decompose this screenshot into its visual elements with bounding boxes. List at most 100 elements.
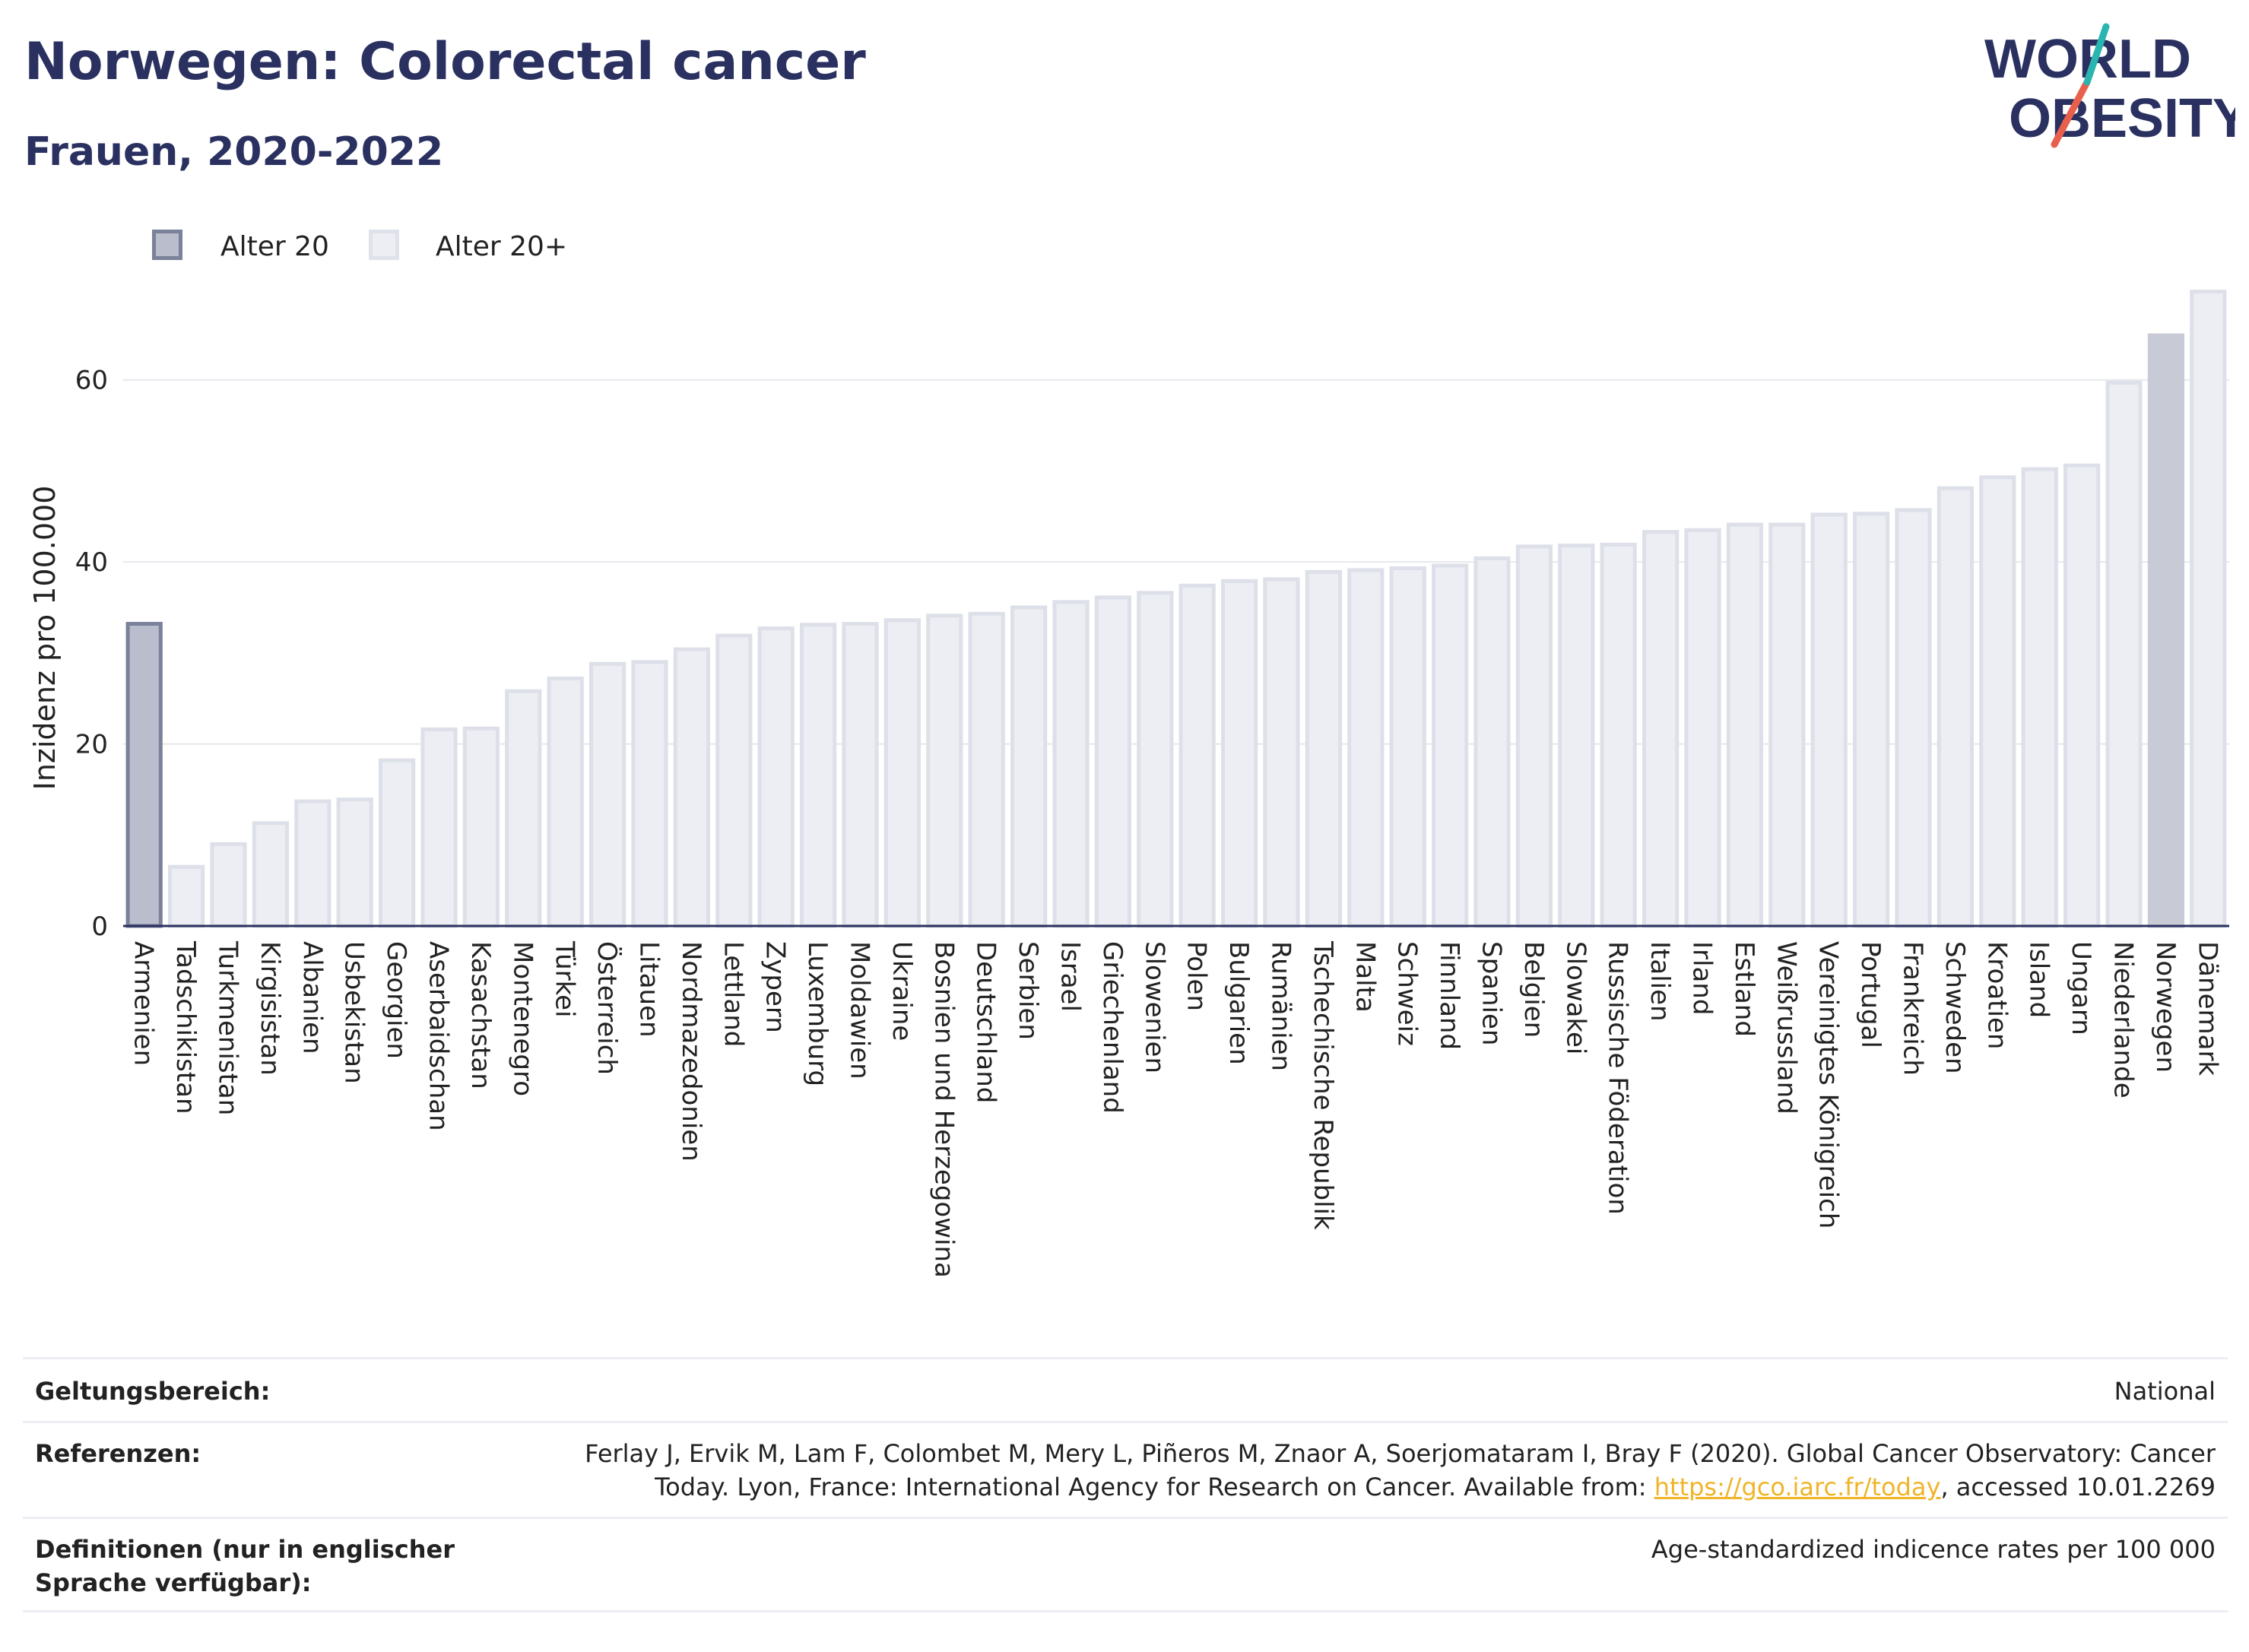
bar bbox=[210, 842, 247, 928]
bar bbox=[420, 727, 458, 928]
bar bbox=[1852, 512, 1890, 928]
y-tick-label: 60 bbox=[75, 366, 108, 396]
bar bbox=[252, 821, 290, 928]
x-tick-label: Italien bbox=[1645, 941, 1675, 1022]
bar bbox=[1937, 486, 1975, 928]
bar bbox=[1094, 595, 1132, 928]
legend-label: Alter 20 bbox=[220, 231, 329, 262]
reference-link[interactable]: https://gco.iarc.fr/today bbox=[1654, 1473, 1941, 1501]
info-value: National bbox=[2114, 1377, 2216, 1406]
y-axis-title: Inzidenz pro 100.000 bbox=[28, 486, 62, 791]
x-tick-label: Griechenland bbox=[1097, 941, 1128, 1114]
x-tick-label: Litauen bbox=[634, 941, 665, 1038]
x-tick-label: Zypern bbox=[760, 941, 791, 1033]
legend-item-alter-20[interactable]: Alter 20 bbox=[152, 228, 350, 266]
info-key: Referenzen: bbox=[35, 1439, 201, 1468]
bar-chart: 0 20 40 60 Inzidenz pro 100.000 Armenien Tadsc… bbox=[28, 290, 2229, 1278]
x-tick-label: Russische Föderation bbox=[1603, 941, 1633, 1215]
x-tick-label: Moldawien bbox=[845, 941, 875, 1080]
info-value: Age-standardized indicence rates per 100… bbox=[1651, 1535, 2216, 1564]
y-tick-label: 20 bbox=[75, 730, 108, 760]
bar bbox=[505, 689, 542, 928]
x-tick-label: Serbien bbox=[1013, 941, 1043, 1040]
x-tick-label: Dänemark bbox=[2192, 941, 2222, 1076]
bar bbox=[2190, 290, 2227, 928]
x-tick-label: Aserbaidschan bbox=[423, 941, 454, 1131]
y-tick-label: 0 bbox=[91, 912, 108, 942]
legend-swatch-alter-20-plus bbox=[369, 230, 399, 260]
x-tick-label: Portugal bbox=[1855, 941, 1886, 1048]
x-tick-label: Türkei bbox=[550, 940, 580, 1017]
bar bbox=[294, 799, 331, 928]
bar bbox=[336, 797, 373, 928]
x-tick-label: Bulgarien bbox=[1223, 941, 1254, 1065]
info-key: Definitionen (nur in englischer Sprache … bbox=[35, 1535, 455, 1597]
bar bbox=[125, 622, 163, 928]
bar bbox=[167, 864, 205, 928]
bar bbox=[968, 611, 1005, 928]
reference-text: Today. Lyon, France: International Agenc… bbox=[655, 1473, 1654, 1501]
bar bbox=[1305, 569, 1343, 928]
x-tick-label: Rumänien bbox=[1266, 941, 1296, 1071]
bar bbox=[1347, 568, 1385, 928]
page-subtitle: Frauen, 2020-2022 bbox=[24, 129, 444, 175]
bar bbox=[1389, 566, 1426, 928]
bar bbox=[883, 618, 921, 928]
reference-line-2: Today. Lyon, France: International Agenc… bbox=[581, 1470, 2216, 1504]
info-row-scope: Geltungsbereich: National bbox=[23, 1357, 2228, 1421]
bar bbox=[1979, 475, 2016, 928]
bar bbox=[1431, 563, 1469, 928]
x-tick-label: Schweiz bbox=[1392, 941, 1423, 1046]
bar bbox=[1137, 591, 1174, 928]
x-tick-label: Kirgisistan bbox=[255, 941, 285, 1076]
bar bbox=[2105, 380, 2143, 928]
x-tick-label: Kasachstan bbox=[465, 941, 496, 1089]
x-tick-label: Österreich bbox=[592, 941, 623, 1075]
bar bbox=[462, 726, 500, 928]
bar bbox=[2063, 463, 2101, 928]
x-tick-label: Norwegen bbox=[2150, 941, 2181, 1073]
x-tick-label: Bosnien und Herzegowina bbox=[928, 941, 959, 1278]
bar bbox=[799, 623, 837, 928]
x-tick-label: Irland bbox=[1687, 941, 1718, 1015]
x-tick-label: Deutschland bbox=[971, 941, 1001, 1103]
legend-swatch-alter-20 bbox=[152, 230, 182, 260]
x-tick-label: Belgien bbox=[1518, 941, 1549, 1038]
legend-item-alter-20-plus[interactable]: Alter 20+ bbox=[369, 228, 582, 266]
bar bbox=[1684, 528, 1721, 928]
bar bbox=[1726, 522, 1764, 928]
bar bbox=[1178, 583, 1216, 928]
x-tick-label: Slowenien bbox=[1139, 941, 1169, 1073]
info-row-definitions: Definitionen (nur in englischer Sprache … bbox=[23, 1517, 2228, 1612]
bar bbox=[842, 622, 879, 928]
bar bbox=[673, 647, 711, 928]
bar bbox=[631, 660, 668, 928]
bar bbox=[1642, 530, 1680, 928]
bar bbox=[1052, 600, 1090, 928]
bar bbox=[1768, 522, 1806, 928]
bar bbox=[1810, 512, 1848, 928]
x-tick-label: Ungarn bbox=[2066, 941, 2096, 1035]
bar bbox=[757, 626, 795, 928]
x-tick-label: Albanien bbox=[297, 941, 327, 1054]
bar bbox=[926, 614, 963, 928]
info-table: Geltungsbereich: National Referenzen: Fe… bbox=[23, 1357, 2228, 1612]
bar bbox=[1600, 542, 1637, 928]
bar bbox=[1010, 605, 1048, 928]
x-tick-label: Estland bbox=[1729, 941, 1759, 1037]
bar bbox=[1263, 577, 1300, 928]
x-tick-label: Schweden bbox=[1940, 941, 1970, 1074]
bar bbox=[2147, 333, 2185, 928]
x-tick-label: Niederlande bbox=[2108, 941, 2139, 1099]
x-tick-label: Frankreich bbox=[1898, 941, 1928, 1076]
x-tick-label: Nordmazedonien bbox=[676, 941, 706, 1162]
x-tick-label: Israel bbox=[1055, 941, 1086, 1012]
bar bbox=[378, 758, 416, 928]
x-tick-label: Georgien bbox=[381, 941, 411, 1059]
x-tick-label: Armenien bbox=[128, 941, 159, 1066]
bar bbox=[547, 676, 584, 928]
legend-label: Alter 20+ bbox=[436, 231, 568, 262]
page-title: Norwegen: Colorectal cancer bbox=[24, 32, 866, 92]
logo-line2: OBESITY bbox=[2009, 88, 2235, 149]
x-tick-label: Turkmenistan bbox=[213, 940, 243, 1115]
